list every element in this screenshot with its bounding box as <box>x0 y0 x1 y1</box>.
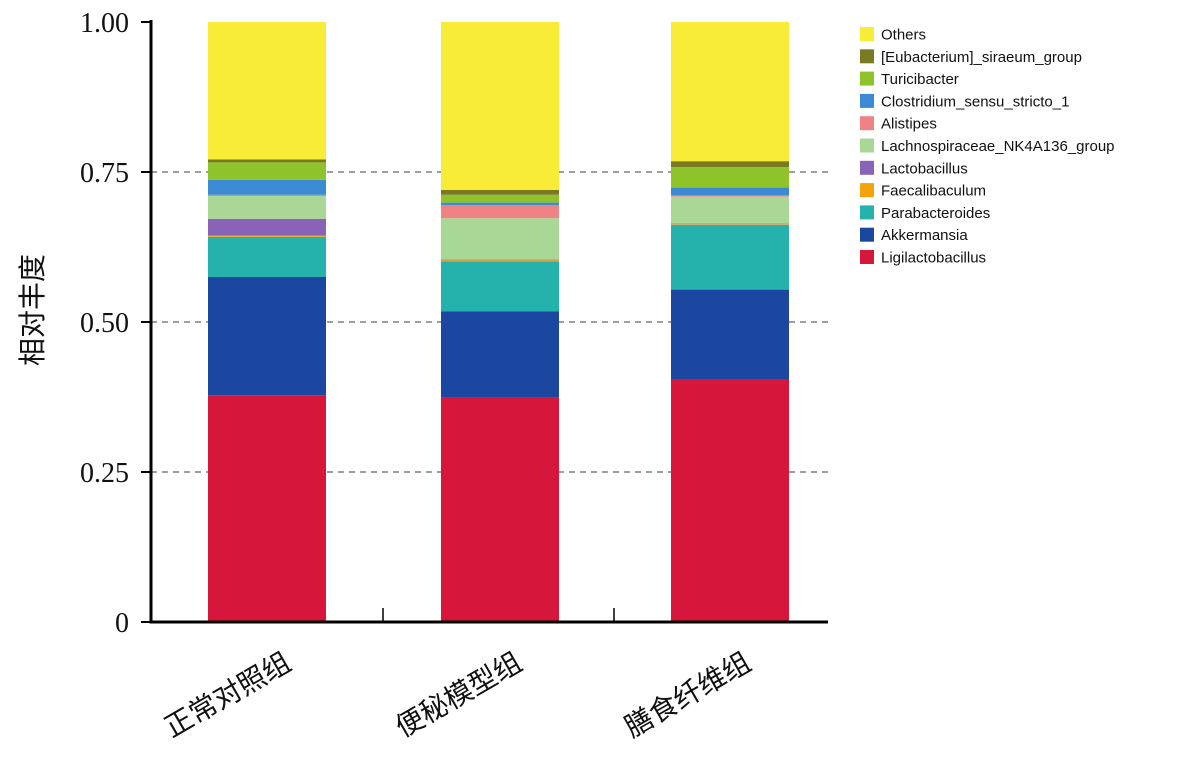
legend: Others [Eubacterium]_siraeum_group Turicib… <box>860 27 1115 267</box>
x-tick-label: 膳食纤维组 <box>619 645 757 744</box>
bar-segment <box>441 190 559 195</box>
bar-segment <box>671 224 789 290</box>
bar-segment <box>208 236 326 277</box>
legend-swatch <box>860 227 874 242</box>
bar-segment <box>441 22 559 190</box>
legend-label: Alistipes <box>881 116 937 133</box>
legend-label: Clostridium_sensu_stricto_1 <box>881 93 1069 110</box>
bar-segment <box>208 218 326 236</box>
bar-segment <box>671 379 789 622</box>
y-tick-label: 0.50 <box>80 308 129 339</box>
bar-segment <box>208 22 326 160</box>
bar-segment <box>671 289 789 379</box>
bar-segment <box>441 261 559 312</box>
legend-swatch <box>860 93 874 108</box>
y-tick-label: 0.25 <box>80 458 129 489</box>
bars <box>208 22 789 622</box>
legend-label: Akkermansia <box>881 227 968 244</box>
bar-segment <box>441 311 559 398</box>
legend-swatch <box>860 71 874 86</box>
legend-label: Ligilactobacillus <box>881 250 986 267</box>
legend-swatch <box>860 250 874 264</box>
legend-swatch <box>860 138 874 153</box>
bar-segment <box>208 179 326 195</box>
bar-segment <box>441 202 559 205</box>
bar-segment <box>441 259 559 261</box>
x-tick-label: 正常对照组 <box>159 645 297 744</box>
y-axis-label: 相对丰度 <box>16 254 49 366</box>
legend-swatch <box>860 183 874 198</box>
x-tick-label: 便秘模型组 <box>390 645 528 744</box>
y-tick-label: 1.00 <box>80 8 129 39</box>
legend-label: Turicibacter <box>881 71 959 88</box>
bar-segment <box>671 195 789 197</box>
legend-swatch <box>860 116 874 131</box>
bar-segment <box>208 395 326 622</box>
bar-segment <box>671 161 789 168</box>
legend-label: Lactobacillus <box>881 160 968 177</box>
bar-segment <box>208 162 326 180</box>
legend-swatch <box>860 49 874 64</box>
bar-segment <box>441 397 559 622</box>
bar-segment <box>671 223 789 225</box>
bar-segment <box>441 218 559 260</box>
bar-segment <box>671 167 789 188</box>
legend-swatch <box>860 205 874 220</box>
bar-segment <box>208 159 326 163</box>
legend-swatch <box>860 160 874 175</box>
bar-segment <box>208 196 326 219</box>
bar-segment <box>671 22 789 162</box>
legend-label: Lachnospiraceae_NK4A136_group <box>881 138 1115 155</box>
y-tick-label: 0 <box>115 608 129 639</box>
bar-segment <box>208 277 326 396</box>
bar-segment <box>671 224 789 225</box>
bar-segment <box>671 196 789 224</box>
bar-segment <box>441 194 559 203</box>
bar-segment <box>208 235 326 237</box>
bar-segment <box>441 260 559 262</box>
y-tick-label: 0.75 <box>80 158 129 189</box>
bar-segment <box>671 187 789 196</box>
bar-segment <box>441 205 559 219</box>
legend-label: Parabacteroides <box>881 205 990 222</box>
legend-label: Others <box>881 27 926 44</box>
legend-label: Faecalibaculum <box>881 183 986 200</box>
legend-swatch <box>860 27 874 41</box>
bar-segment <box>208 194 326 196</box>
legend-label: [Eubacterium]_siraeum_group <box>881 49 1082 66</box>
